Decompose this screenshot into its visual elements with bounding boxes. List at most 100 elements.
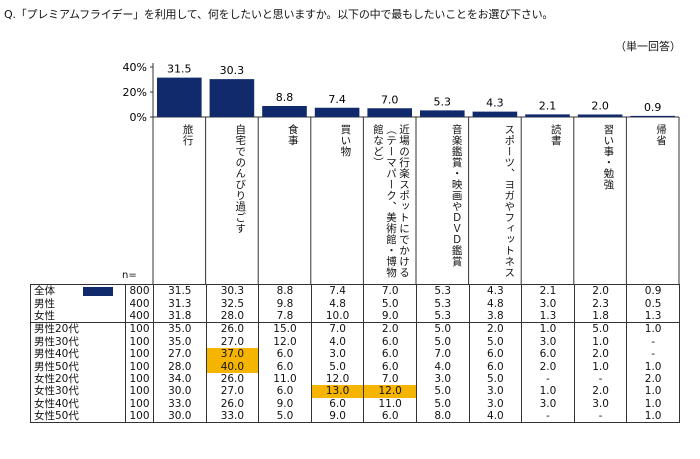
table-row: 男性 400 31.3 32.5 9.8 4.8 5.0 5.3 4.8 3.0 2.3 0.5 — [30, 297, 680, 310]
value-cell: 31.5 — [153, 284, 207, 298]
value-cell: 3.0 — [468, 385, 522, 398]
column-label: 帰省 — [655, 124, 667, 146]
bar — [314, 107, 360, 117]
value-cell: 2.0 — [573, 347, 627, 361]
value-cell: 4.0 — [468, 409, 522, 424]
value-cell: 6.0 — [258, 360, 312, 373]
value-cell: 28.0 — [205, 309, 259, 323]
value-cell: 6.0 — [310, 397, 364, 410]
value-cell: 1.0 — [626, 360, 680, 373]
row-label: 男性40代 — [30, 347, 126, 361]
n-cell: 100 — [125, 409, 154, 424]
value-cell: 8.0 — [415, 409, 470, 424]
value-cell: 30.3 — [205, 284, 259, 298]
question-text: Q.「プレミアムフライデー」を利用して、何をしたいと思いますか。以下の中で最もし… — [4, 8, 554, 21]
value-cell: - — [573, 372, 627, 386]
value-cell: 6.0 — [363, 335, 417, 348]
table-row: 男性30代 100 35.0 27.0 12.0 4.0 6.0 5.0 5.0 3.0 1.0- — [30, 335, 680, 348]
bar-value-label: 0.9 — [644, 101, 662, 114]
bar — [262, 106, 307, 117]
value-cell: 3.0 — [521, 397, 575, 410]
table-row: 男性50代 100 28.0 40.0 6.0 5.0 6.0 4.0 6.0 2.0 1.0 1.0 — [30, 360, 680, 373]
value-cell: 5.0 — [363, 297, 417, 310]
table-row: 女性 400 31.8 28.0 7.8 10.0 9.0 5.3 3.8 1.3 1.8 1.3 — [30, 309, 680, 323]
y-tick-label: 40% — [123, 61, 147, 74]
value-cell: 35.0 — [153, 322, 207, 336]
n-cell: 100 — [125, 385, 154, 398]
column-label: 食事 — [286, 124, 299, 146]
bar — [209, 79, 255, 117]
value-cell: 1.8 — [573, 309, 627, 323]
value-cell: 9.0 — [363, 309, 417, 323]
value-cell: 15.0 — [258, 322, 312, 336]
value-cell: 31.8 — [153, 309, 207, 323]
value-cell: - — [521, 409, 575, 424]
value-cell: 5.0 — [415, 385, 470, 398]
value-cell: 26.0 — [205, 372, 259, 386]
value-cell: 9.8 — [258, 297, 312, 310]
value-cell: 35.0 — [153, 335, 207, 348]
value-cell: 31.3 — [153, 297, 207, 310]
y-tick-label: 20% — [123, 86, 147, 99]
value-cell: - — [573, 409, 627, 424]
value-cell: 26.0 — [205, 322, 259, 336]
value-cell: 37.0 — [205, 347, 259, 361]
bar — [630, 115, 675, 117]
value-cell: 5.3 — [415, 297, 470, 310]
value-cell: 34.0 — [153, 372, 207, 386]
value-cell: - — [626, 335, 680, 348]
value-cell: 7.0 — [415, 347, 470, 361]
row-label-text: 男性50代 — [34, 360, 79, 373]
bar — [525, 114, 570, 117]
column-label: スポーツ、ヨガやフィットネス — [503, 124, 516, 278]
value-cell: 11.0 — [363, 397, 417, 410]
bar-value-label: 5.3 — [434, 95, 452, 108]
value-cell: 27.0 — [205, 385, 259, 398]
row-label: 男性20代 — [30, 322, 126, 336]
value-cell: 33.0 — [153, 397, 207, 410]
n-cell: 400 — [125, 297, 154, 310]
y-tick-label: 0% — [130, 111, 147, 124]
value-cell: 11.0 — [258, 372, 312, 386]
table-row: 男性20代 100 35.0 26.0 15.0 7.0 2.0 5.0 2.0 1.0 5.0 1.… — [30, 322, 680, 336]
row-label: 全体 — [30, 284, 126, 298]
row-label-text: 男性40代 — [34, 348, 79, 361]
bar-value-label: 8.8 — [276, 91, 294, 104]
value-cell: 2.0 — [626, 372, 680, 386]
value-cell: - — [626, 347, 680, 361]
value-cell: 12.0 — [310, 372, 364, 386]
value-cell: 0.9 — [626, 284, 680, 298]
n-cell: 400 — [125, 309, 154, 323]
value-cell: 1.0 — [626, 409, 680, 424]
table-row: 女性50代 100 30.0 33.0 5.0 9.0 6.0 8.0 4.0- -1.0 — [30, 409, 680, 424]
value-cell: 1.0 — [573, 360, 627, 373]
value-cell: 6.0 — [258, 385, 312, 398]
value-cell: 3.0 — [415, 372, 470, 386]
value-cell: 7.0 — [363, 372, 417, 386]
value-cell: 3.8 — [468, 309, 522, 323]
crosstab-table: 全体 800 31.5 30.3 8.8 7.4 7.0 5.3 4.3 2.1 2.0 0.9 男性 4… — [30, 284, 680, 424]
value-cell: 6.0 — [468, 360, 522, 373]
row-label-text: 女性30代 — [34, 385, 79, 398]
value-cell: - — [521, 372, 575, 386]
row-label: 女性40代 — [30, 397, 126, 410]
value-cell: 6.0 — [363, 347, 417, 361]
value-cell: 1.0 — [521, 322, 575, 336]
value-cell: 4.0 — [310, 335, 364, 348]
n-cell: 100 — [125, 397, 154, 410]
value-cell: 26.0 — [205, 397, 259, 410]
bar — [577, 114, 623, 117]
column-label: 読書 — [549, 124, 562, 146]
value-cell: 0.5 — [626, 297, 680, 310]
row-label: 女性 — [30, 309, 126, 323]
column-label: 近場の行楽スポットにでかける（テーマパーク、美術館・博物館など） — [372, 124, 410, 278]
bar — [367, 108, 412, 117]
table-row: 男性40代 100 27.0 37.0 6.0 3.0 6.0 7.0 6.0 6.0 2.0- — [30, 347, 680, 361]
value-cell: 2.0 — [573, 385, 627, 398]
n-label: n= — [122, 270, 137, 281]
value-cell: 3.0 — [573, 397, 627, 410]
value-cell: 7.0 — [310, 322, 364, 336]
value-cell: 5.0 — [415, 397, 470, 410]
n-cell: 100 — [125, 360, 154, 373]
